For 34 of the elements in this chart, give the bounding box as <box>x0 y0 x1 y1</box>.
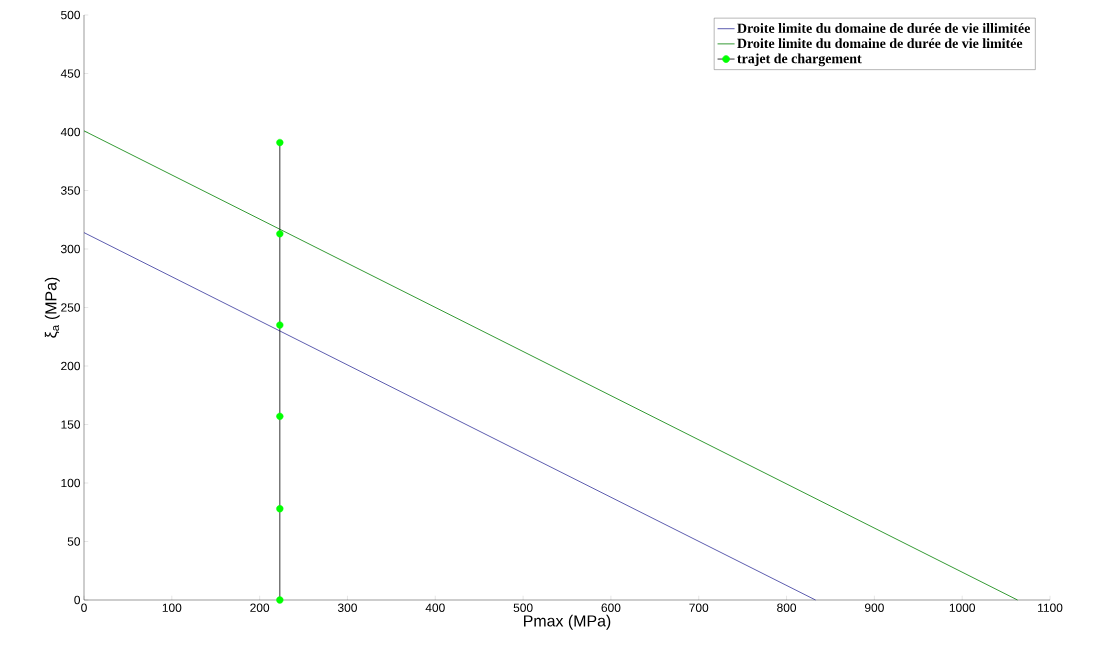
legend-label: Droite limite du domaine de durée de vie limitée <box>737 38 1023 49</box>
x-tick-label: 200 <box>250 603 270 612</box>
x-tick-label: 600 <box>601 603 621 612</box>
y-tick-label: 250 <box>61 303 81 312</box>
x-tick-label: 1100 <box>1038 603 1063 612</box>
x-tick-label: 0 <box>81 603 87 612</box>
point <box>276 505 284 513</box>
x-tick-label: 100 <box>162 603 182 612</box>
x-tick-label: 700 <box>689 603 709 612</box>
y-tick-label: 200 <box>61 361 81 371</box>
x-axis-title: Pmax (MPa) <box>524 614 611 630</box>
legend-label: trajet de chargement <box>737 53 862 67</box>
point <box>276 230 284 238</box>
point <box>276 412 284 420</box>
y-tick-label: 100 <box>61 478 81 488</box>
y-tick-label: 400 <box>60 127 81 137</box>
y-tick-label: 150 <box>61 420 81 429</box>
point <box>276 138 284 147</box>
x-tick-label: 800 <box>777 603 797 612</box>
legend-label: Droite limite du domaine de durée de vie illimitée <box>737 23 1030 33</box>
x-tick-label: 900 <box>864 603 884 612</box>
y-tick-label: 50 <box>67 537 81 546</box>
y-tick-label: 450 <box>60 69 81 78</box>
x-tick-label: 400 <box>425 603 445 612</box>
y-axis-title: ξ$_{a}$ (MPa) <box>44 277 60 338</box>
point <box>276 321 284 329</box>
y-tick-label: 500 <box>61 10 81 20</box>
y-tick-label: 300 <box>60 244 81 254</box>
x-tick-label: 300 <box>337 603 357 612</box>
x-tick-label: 1000 <box>949 603 976 612</box>
x-tick-label: 500 <box>513 603 533 612</box>
point <box>276 596 284 604</box>
y-tick-label: 350 <box>60 186 81 195</box>
y-tick-label: 0 <box>74 595 81 605</box>
